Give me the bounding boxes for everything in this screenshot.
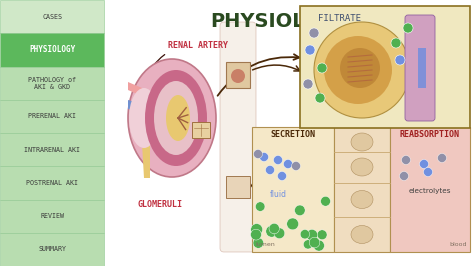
Text: SUMMARY: SUMMARY <box>38 246 66 252</box>
Bar <box>226 176 250 198</box>
Circle shape <box>305 45 315 55</box>
Bar <box>0 0 104 33</box>
Circle shape <box>313 240 324 251</box>
Circle shape <box>251 229 262 240</box>
Ellipse shape <box>154 81 198 155</box>
Circle shape <box>259 152 268 161</box>
Circle shape <box>340 48 380 88</box>
Circle shape <box>401 156 410 164</box>
Bar <box>192 122 210 138</box>
Circle shape <box>314 22 410 118</box>
Circle shape <box>253 238 264 248</box>
Text: REABSORPTION: REABSORPTION <box>400 130 460 139</box>
Bar <box>0 33 104 66</box>
Text: POSTRENAL AKI: POSTRENAL AKI <box>26 180 78 186</box>
Text: CASES: CASES <box>42 14 62 20</box>
Ellipse shape <box>166 95 190 141</box>
Ellipse shape <box>129 88 159 148</box>
Text: PHYSIOLOGY: PHYSIOLOGY <box>29 45 75 54</box>
Bar <box>0 200 104 233</box>
Text: electrolytes: electrolytes <box>409 188 451 194</box>
Ellipse shape <box>145 70 207 166</box>
Circle shape <box>292 161 301 171</box>
Ellipse shape <box>128 59 216 177</box>
Circle shape <box>265 165 274 174</box>
Circle shape <box>287 218 299 230</box>
Bar <box>418 48 426 88</box>
Bar <box>0 66 104 100</box>
Text: GLOMERULI: GLOMERULI <box>137 200 182 209</box>
Ellipse shape <box>231 69 245 83</box>
Circle shape <box>423 168 432 177</box>
Circle shape <box>274 228 285 239</box>
Bar <box>390 127 470 252</box>
Bar <box>334 127 390 252</box>
Polygon shape <box>128 82 144 96</box>
Circle shape <box>255 202 265 211</box>
Circle shape <box>419 160 428 168</box>
Bar <box>0 133 104 166</box>
Circle shape <box>403 23 413 33</box>
Circle shape <box>266 226 277 237</box>
Text: REVIEW: REVIEW <box>40 213 64 219</box>
Circle shape <box>303 240 312 249</box>
Circle shape <box>438 153 447 163</box>
Text: INTRARENAL AKI: INTRARENAL AKI <box>24 147 80 153</box>
Circle shape <box>317 230 327 240</box>
Text: PRERENAL AKI: PRERENAL AKI <box>28 113 76 119</box>
Text: PATHOLOGY of
AKI & GKD: PATHOLOGY of AKI & GKD <box>28 77 76 90</box>
Polygon shape <box>142 136 150 178</box>
Bar <box>0 100 104 133</box>
Polygon shape <box>128 100 144 113</box>
FancyBboxPatch shape <box>405 15 435 121</box>
Circle shape <box>303 79 313 89</box>
Bar <box>300 6 470 128</box>
Text: blood: blood <box>449 242 467 247</box>
Text: lumen: lumen <box>255 242 275 247</box>
Text: SECRETION: SECRETION <box>271 130 316 139</box>
Circle shape <box>315 93 325 103</box>
Circle shape <box>317 63 327 73</box>
Circle shape <box>324 36 392 104</box>
Bar <box>0 233 104 266</box>
Circle shape <box>254 149 263 159</box>
Circle shape <box>300 230 310 239</box>
Circle shape <box>400 172 409 181</box>
Circle shape <box>283 160 292 168</box>
Circle shape <box>273 156 283 164</box>
Ellipse shape <box>351 190 373 209</box>
Circle shape <box>251 224 263 235</box>
FancyBboxPatch shape <box>220 22 256 252</box>
Circle shape <box>294 205 305 216</box>
Ellipse shape <box>351 158 373 176</box>
Circle shape <box>309 28 319 38</box>
Text: FILTRATE: FILTRATE <box>318 14 361 23</box>
Bar <box>0 166 104 200</box>
Ellipse shape <box>351 226 373 243</box>
Circle shape <box>320 196 330 206</box>
Bar <box>226 62 250 88</box>
Circle shape <box>269 223 280 234</box>
Text: RENAL ARTERY: RENAL ARTERY <box>168 41 228 50</box>
Circle shape <box>395 55 405 65</box>
Circle shape <box>306 229 318 241</box>
Circle shape <box>277 172 286 181</box>
Text: fluid: fluid <box>270 190 286 199</box>
Text: PHYSIOLOGY: PHYSIOLOGY <box>210 12 350 31</box>
Bar <box>252 127 334 252</box>
Ellipse shape <box>351 133 373 151</box>
Circle shape <box>391 38 401 48</box>
Circle shape <box>309 237 320 248</box>
